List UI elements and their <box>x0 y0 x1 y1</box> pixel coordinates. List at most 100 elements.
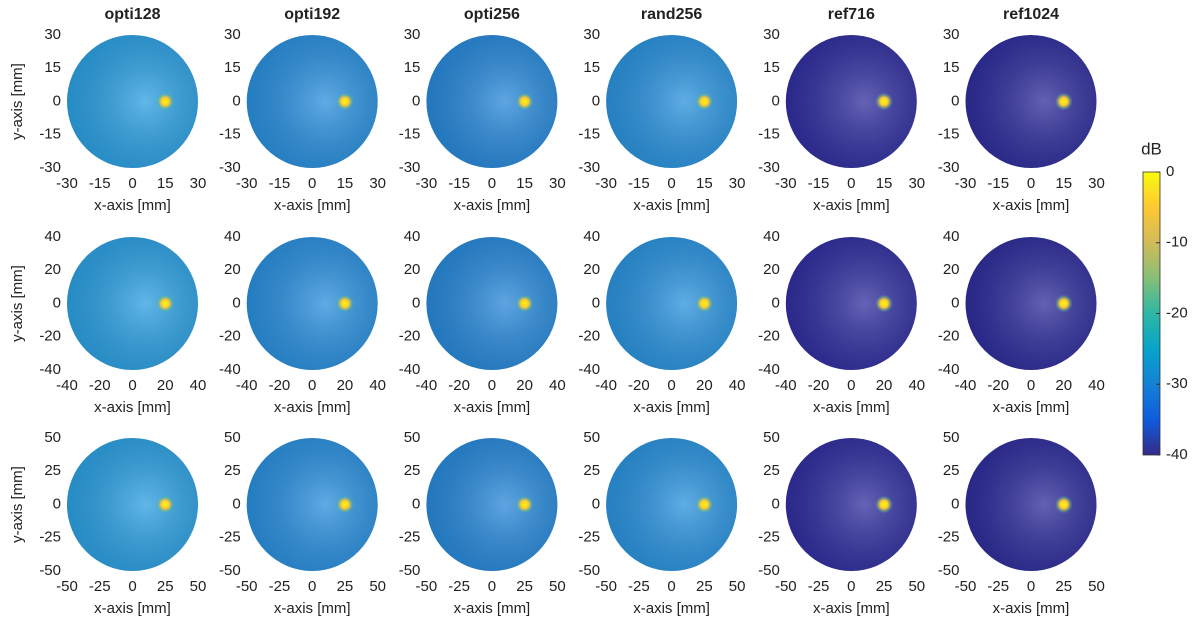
focus-spot <box>156 294 175 313</box>
x-tick-label: -20 <box>628 377 650 394</box>
x-tick-label: 30 <box>549 175 566 192</box>
x-axis-label: x-axis [mm] <box>274 600 351 617</box>
y-tick-label: 20 <box>763 261 780 278</box>
x-tick-label: 25 <box>516 578 533 595</box>
x-tick-label: -25 <box>808 578 830 595</box>
y-tick-label: 15 <box>404 59 421 76</box>
panel-title: ref1024 <box>1003 6 1059 23</box>
image-shade <box>67 438 198 571</box>
x-tick-label: -25 <box>628 578 650 595</box>
x-tick-label: -15 <box>269 175 291 192</box>
x-tick-label: 15 <box>337 175 354 192</box>
y-tick-label: 50 <box>44 429 61 446</box>
y-tick-label: -40 <box>578 361 600 378</box>
x-tick-label: 40 <box>549 377 566 394</box>
x-axis-label: x-axis [mm] <box>813 197 890 214</box>
y-tick-label: 20 <box>583 261 600 278</box>
y-tick-label: -40 <box>39 361 61 378</box>
x-tick-label: 25 <box>1055 578 1072 595</box>
x-tick-label: -40 <box>236 377 258 394</box>
y-tick-label: 0 <box>53 294 61 311</box>
y-tick-label: -20 <box>219 328 241 345</box>
y-tick-label: 0 <box>592 495 600 512</box>
focus-spot <box>156 495 175 514</box>
x-tick-label: 0 <box>667 175 675 192</box>
x-tick-label: 0 <box>667 578 675 595</box>
focus-spot <box>695 92 714 111</box>
x-tick-label: 0 <box>308 578 316 595</box>
y-tick-label: -25 <box>578 529 600 546</box>
x-axis-label: x-axis [mm] <box>813 600 890 617</box>
y-tick-label: 0 <box>232 92 240 109</box>
image-shade <box>606 438 738 571</box>
y-axis-label: y-axis [mm] <box>9 63 26 140</box>
x-tick-label: -50 <box>955 578 977 595</box>
x-tick-label: 30 <box>729 175 746 192</box>
x-tick-label: -20 <box>448 377 470 394</box>
x-tick-label: 25 <box>876 578 893 595</box>
y-tick-label: 25 <box>943 462 960 479</box>
y-tick-label: -50 <box>399 562 421 579</box>
y-tick-label: -50 <box>938 562 960 579</box>
y-tick-label: 30 <box>943 26 960 43</box>
focus-spot <box>335 294 354 313</box>
colorbar-tick-label: -10 <box>1166 234 1188 251</box>
x-tick-label: 50 <box>1088 578 1105 595</box>
y-tick-label: -20 <box>399 328 421 345</box>
x-tick-label: 15 <box>876 175 893 192</box>
colorbar-tick-label: -30 <box>1166 375 1188 392</box>
y-tick-label: -50 <box>219 562 241 579</box>
y-tick-label: -15 <box>219 126 241 143</box>
y-tick-label: 25 <box>44 462 61 479</box>
y-tick-label: 50 <box>763 429 780 446</box>
panel-title: opti128 <box>104 6 160 23</box>
y-tick-label: 20 <box>943 261 960 278</box>
y-tick-label: 50 <box>224 429 241 446</box>
x-axis-label: x-axis [mm] <box>633 600 710 617</box>
x-tick-label: 40 <box>369 377 386 394</box>
x-axis-label: x-axis [mm] <box>454 399 531 416</box>
image-shade <box>606 237 738 370</box>
x-tick-label: -50 <box>775 578 797 595</box>
x-tick-label: -30 <box>416 175 438 192</box>
focus-spot <box>875 495 894 514</box>
y-tick-label: 0 <box>53 495 61 512</box>
y-tick-label: 0 <box>232 495 240 512</box>
y-tick-label: 0 <box>592 92 600 109</box>
y-tick-label: -20 <box>938 328 960 345</box>
image-shade <box>246 438 378 571</box>
y-tick-label: -40 <box>758 361 780 378</box>
x-tick-label: 30 <box>190 175 207 192</box>
y-tick-label: 40 <box>763 228 780 245</box>
image-shade <box>246 35 378 168</box>
focus-spot <box>875 92 894 111</box>
x-axis-label: x-axis [mm] <box>633 197 710 214</box>
x-tick-label: 0 <box>488 578 496 595</box>
x-tick-label: -30 <box>955 175 977 192</box>
focus-spot <box>515 495 534 514</box>
y-tick-label: -15 <box>39 126 61 143</box>
y-tick-label: 25 <box>224 462 241 479</box>
y-tick-label: 15 <box>943 59 960 76</box>
y-tick-label: 30 <box>224 26 241 43</box>
x-axis-label: x-axis [mm] <box>993 197 1070 214</box>
y-tick-label: 0 <box>53 92 61 109</box>
y-tick-label: 50 <box>943 429 960 446</box>
x-tick-label: 0 <box>847 175 855 192</box>
x-tick-label: 30 <box>1088 175 1105 192</box>
y-tick-label: -20 <box>758 328 780 345</box>
y-tick-label: 0 <box>412 495 420 512</box>
x-axis-label: x-axis [mm] <box>993 600 1070 617</box>
y-tick-label: 15 <box>224 59 241 76</box>
x-axis-label: x-axis [mm] <box>454 197 531 214</box>
y-tick-label: -30 <box>758 159 780 176</box>
y-tick-label: 25 <box>763 462 780 479</box>
x-axis-label: x-axis [mm] <box>993 399 1070 416</box>
y-tick-label: -25 <box>399 529 421 546</box>
x-tick-label: 20 <box>696 377 713 394</box>
y-tick-label: 50 <box>404 429 421 446</box>
x-tick-label: -25 <box>987 578 1009 595</box>
x-axis-label: x-axis [mm] <box>94 399 171 416</box>
x-tick-label: -20 <box>808 377 830 394</box>
y-tick-label: -15 <box>938 126 960 143</box>
